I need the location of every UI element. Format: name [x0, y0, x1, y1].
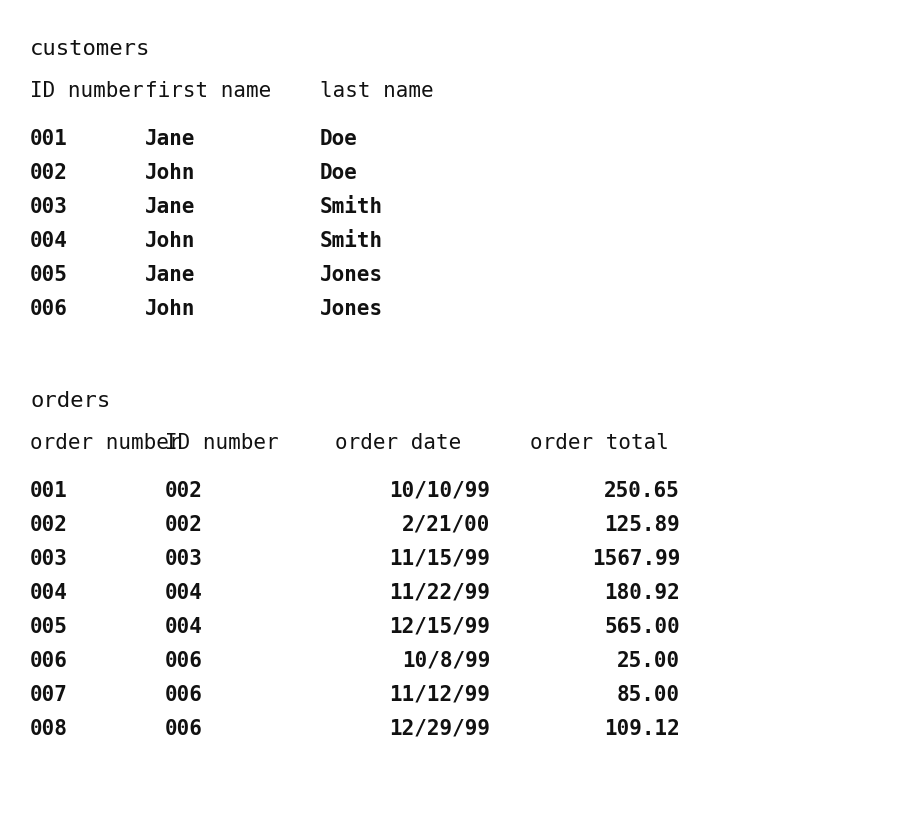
Text: 006: 006: [165, 651, 203, 671]
Text: Smith: Smith: [320, 197, 383, 217]
Text: 005: 005: [30, 265, 68, 285]
Text: 2/21/00: 2/21/00: [402, 515, 490, 535]
Text: 002: 002: [165, 481, 203, 501]
Text: 1567.99: 1567.99: [591, 549, 680, 569]
Text: Jones: Jones: [320, 265, 383, 285]
Text: 125.89: 125.89: [604, 515, 680, 535]
Text: John: John: [145, 163, 195, 183]
Text: Jane: Jane: [145, 265, 195, 285]
Text: 002: 002: [165, 515, 203, 535]
Text: 004: 004: [165, 583, 203, 603]
Text: 001: 001: [30, 481, 68, 501]
Text: 006: 006: [30, 651, 68, 671]
Text: orders: orders: [30, 391, 110, 411]
Text: 002: 002: [30, 163, 68, 183]
Text: 006: 006: [165, 719, 203, 739]
Text: 250.65: 250.65: [604, 481, 680, 501]
Text: 003: 003: [30, 197, 68, 217]
Text: Smith: Smith: [320, 231, 383, 251]
Text: Doe: Doe: [320, 163, 358, 183]
Text: first name: first name: [145, 81, 271, 101]
Text: 12/15/99: 12/15/99: [389, 617, 490, 637]
Text: 25.00: 25.00: [617, 651, 680, 671]
Text: order number: order number: [30, 433, 182, 453]
Text: 10/10/99: 10/10/99: [389, 481, 490, 501]
Text: last name: last name: [320, 81, 434, 101]
Text: 003: 003: [165, 549, 203, 569]
Text: 11/12/99: 11/12/99: [389, 685, 490, 705]
Text: order date: order date: [335, 433, 461, 453]
Text: 11/15/99: 11/15/99: [389, 549, 490, 569]
Text: 565.00: 565.00: [604, 617, 680, 637]
Text: Jane: Jane: [145, 129, 195, 149]
Text: Doe: Doe: [320, 129, 358, 149]
Text: 006: 006: [165, 685, 203, 705]
Text: John: John: [145, 231, 195, 251]
Text: 006: 006: [30, 299, 68, 319]
Text: customers: customers: [30, 39, 150, 59]
Text: 001: 001: [30, 129, 68, 149]
Text: 005: 005: [30, 617, 68, 637]
Text: 109.12: 109.12: [604, 719, 680, 739]
Text: order total: order total: [530, 433, 668, 453]
Text: 008: 008: [30, 719, 68, 739]
Text: 007: 007: [30, 685, 68, 705]
Text: 004: 004: [165, 617, 203, 637]
Text: 85.00: 85.00: [617, 685, 680, 705]
Text: Jane: Jane: [145, 197, 195, 217]
Text: 002: 002: [30, 515, 68, 535]
Text: John: John: [145, 299, 195, 319]
Text: 003: 003: [30, 549, 68, 569]
Text: 11/22/99: 11/22/99: [389, 583, 490, 603]
Text: 004: 004: [30, 231, 68, 251]
Text: ID number: ID number: [165, 433, 279, 453]
Text: ID number: ID number: [30, 81, 144, 101]
Text: 180.92: 180.92: [604, 583, 680, 603]
Text: 12/29/99: 12/29/99: [389, 719, 490, 739]
Text: 10/8/99: 10/8/99: [402, 651, 490, 671]
Text: Jones: Jones: [320, 299, 383, 319]
Text: 004: 004: [30, 583, 68, 603]
